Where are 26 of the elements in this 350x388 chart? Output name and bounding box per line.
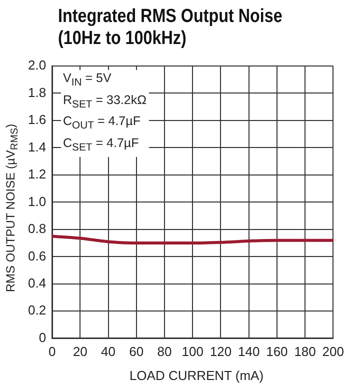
- text: V$_{IN}$ = 5V R$_{SET}$ = 33.2kΩ C$_{OUT}$ = 4.7µF C$_{SET}$ = 4.7µF: [63, 71, 146, 153]
- y-tick-label: 1.6: [28, 112, 46, 128]
- x-tick-label: 80: [157, 344, 172, 359]
- x-tick-label: 100: [182, 344, 204, 359]
- y-tick-label: 2.0: [28, 58, 46, 73]
- y-tick-label: 0.4: [28, 276, 46, 290]
- x-tick-label: 160: [266, 344, 288, 359]
- y-tick-label: 0.6: [28, 248, 46, 264]
- x-tick-label: 140: [238, 344, 260, 359]
- y-tick-label: 1.8: [28, 84, 46, 100]
- x-tick-label: 180: [294, 344, 316, 359]
- y-tick-label: 1.4: [28, 139, 46, 154]
- x-axis-title: LOAD CURRENT (mA): [128, 368, 265, 383]
- x-tick-label: 60: [129, 344, 144, 359]
- y-tick-label: 0: [38, 330, 46, 345]
- chart-title: Integrated RMS Output Noise (10Hz to 100kHz): [58, 6, 282, 50]
- x-tick-label: 200: [322, 344, 344, 359]
- y-tick-label: 0.2: [28, 302, 46, 318]
- x-tick-label: 0: [48, 344, 56, 359]
- x-tick-label: 40: [101, 344, 116, 359]
- y-tick-label: 1.0: [28, 194, 46, 209]
- x-tick-label: 120: [210, 344, 232, 359]
- line-series: [52, 234, 334, 245]
- y-tick-label: 0.8: [28, 221, 46, 236]
- x-tick-label: 20: [72, 344, 88, 359]
- y-tick-label: 1.2: [28, 166, 46, 182]
